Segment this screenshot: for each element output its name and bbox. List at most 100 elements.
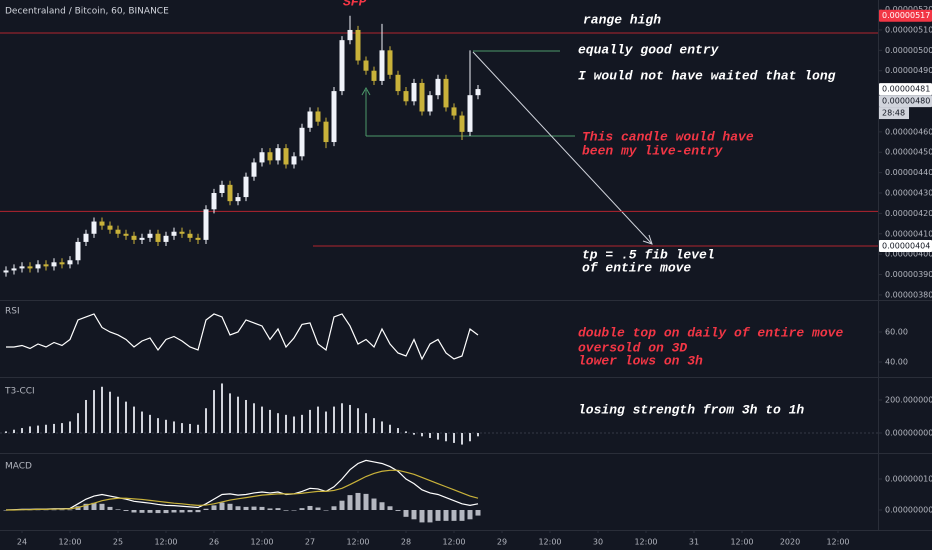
arrow-up-head bbox=[361, 86, 371, 96]
y-tick-label: 60.00 bbox=[885, 327, 908, 336]
y-tick-label: 0.00000390 bbox=[885, 270, 932, 279]
annotation: oversold on 3D bbox=[578, 340, 687, 355]
bar bbox=[189, 423, 191, 434]
candle-body bbox=[323, 121, 329, 143]
x-tick-label: 12:00 bbox=[250, 538, 273, 547]
bar bbox=[29, 426, 31, 434]
bar bbox=[61, 423, 63, 434]
candle-body bbox=[243, 176, 249, 198]
candle-body bbox=[451, 107, 457, 116]
x-tick-label: 12:00 bbox=[538, 538, 561, 547]
bar bbox=[69, 421, 71, 434]
y-tick-label: 0.00000000 bbox=[885, 429, 932, 438]
histogram-bar bbox=[443, 510, 449, 521]
candle-body bbox=[355, 29, 361, 61]
bar bbox=[229, 393, 231, 434]
candle-body bbox=[179, 231, 185, 234]
annotation: I would not have waited that long bbox=[578, 68, 836, 83]
pane-title: MACD bbox=[5, 462, 32, 472]
x-tick-label: 25 bbox=[113, 538, 123, 547]
candle-body bbox=[363, 60, 369, 71]
bar bbox=[405, 431, 407, 434]
bar bbox=[301, 414, 303, 434]
candle-body bbox=[395, 74, 401, 92]
x-tick-label: 28 bbox=[401, 538, 411, 547]
bar bbox=[397, 428, 399, 434]
candle-body bbox=[155, 233, 161, 242]
histogram-bar bbox=[187, 510, 193, 513]
bar bbox=[93, 390, 95, 434]
bar bbox=[445, 433, 447, 442]
bar bbox=[13, 429, 15, 434]
candle-body bbox=[131, 235, 137, 240]
x-tick-label: 27 bbox=[305, 538, 315, 547]
annotation: equally good entry bbox=[578, 42, 720, 57]
histogram-bar bbox=[259, 506, 265, 511]
candle-body bbox=[275, 148, 281, 161]
y-tick-label: 0.00000490 bbox=[885, 66, 932, 75]
bar bbox=[45, 424, 47, 434]
indicator-line bbox=[6, 313, 479, 361]
x-tick-label: 31 bbox=[689, 538, 699, 547]
candle-body bbox=[339, 40, 345, 92]
candle-body bbox=[51, 262, 57, 267]
bar bbox=[77, 413, 79, 434]
candle-body bbox=[227, 184, 233, 202]
histogram-bar bbox=[291, 510, 297, 511]
pane-title: T3-CCI bbox=[4, 387, 35, 397]
candle-body bbox=[475, 89, 481, 96]
histogram-bar bbox=[307, 505, 313, 511]
histogram-bar bbox=[387, 506, 393, 511]
candle-body bbox=[147, 233, 153, 238]
histogram-bar bbox=[243, 506, 249, 511]
histogram-bar bbox=[147, 510, 153, 513]
y-tick-label: 0.00000000 bbox=[885, 506, 932, 515]
x-tick-label: 12:00 bbox=[634, 538, 657, 547]
histogram-bar bbox=[299, 508, 305, 511]
histogram-bar bbox=[283, 510, 289, 511]
bar bbox=[365, 413, 367, 434]
histogram-bar bbox=[347, 495, 353, 511]
candle-body bbox=[139, 237, 145, 240]
x-tick-label: 29 bbox=[497, 538, 507, 547]
bar bbox=[421, 433, 423, 437]
candle-body bbox=[443, 78, 449, 108]
target-arrow bbox=[472, 51, 653, 245]
annotation: lower lows on 3h bbox=[578, 353, 703, 368]
y-tick-label: 0.00000420 bbox=[885, 209, 932, 218]
symbol-title: Decentraland / Bitcoin, 60, BINANCE bbox=[5, 7, 169, 17]
x-tick-label: 12:00 bbox=[58, 538, 81, 547]
candle-body bbox=[435, 78, 441, 96]
pane-title: RSI bbox=[5, 307, 20, 317]
candle-body bbox=[347, 29, 353, 41]
bar bbox=[429, 433, 431, 438]
histogram-bar bbox=[395, 510, 401, 511]
bar bbox=[261, 406, 263, 434]
bar bbox=[165, 419, 167, 434]
candle-body bbox=[219, 184, 225, 194]
bar bbox=[221, 383, 223, 434]
bar bbox=[277, 413, 279, 434]
bar bbox=[117, 396, 119, 434]
bar bbox=[269, 409, 271, 434]
bar bbox=[141, 411, 143, 434]
candle-body bbox=[251, 162, 257, 177]
candle-body bbox=[307, 111, 313, 128]
x-tick-label: 12:00 bbox=[154, 538, 177, 547]
bar bbox=[85, 399, 87, 434]
bar bbox=[373, 418, 375, 434]
histogram-bar bbox=[331, 506, 337, 511]
candle-body bbox=[467, 95, 473, 132]
candle-body bbox=[19, 266, 25, 269]
candle-body bbox=[371, 70, 377, 81]
histogram-bar bbox=[251, 506, 257, 511]
histogram-bar bbox=[91, 502, 97, 511]
candle-body bbox=[299, 127, 305, 157]
price-label-box bbox=[879, 9, 932, 22]
histogram-bar bbox=[419, 510, 425, 523]
candle-body bbox=[259, 152, 265, 163]
candle-body bbox=[43, 264, 49, 267]
bar bbox=[205, 408, 207, 434]
histogram-bar bbox=[83, 503, 89, 511]
